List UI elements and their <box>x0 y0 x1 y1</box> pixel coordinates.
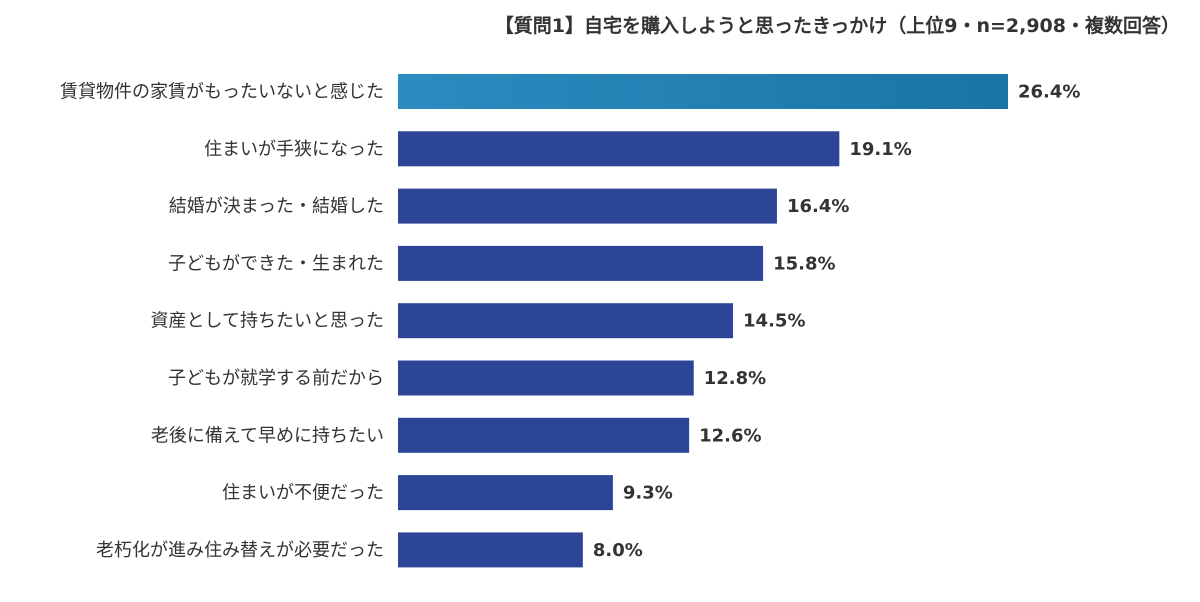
category-label: 資産として持ちたいと思った <box>151 311 384 332</box>
category-label: 結婚が決まった・結婚した <box>169 196 384 217</box>
value-label: 15.8% <box>773 253 835 274</box>
bar <box>398 74 1008 109</box>
value-label: 12.8% <box>704 368 766 389</box>
bars-group: 賃貸物件の家賃がもったいないと感じた 26.4% 住まいが手狭になった 19.1% 結婚… <box>60 74 1080 568</box>
value-label: 8.0% <box>593 540 643 561</box>
value-label: 26.4% <box>1018 82 1080 103</box>
category-label: 住まいが不便だった <box>222 483 384 504</box>
bar <box>398 303 734 339</box>
value-label: 19.1% <box>849 139 911 160</box>
category-label: 老朽化が進み住み替えが必要だった <box>96 540 384 561</box>
chart-title: 【質問1】自宅を購入しようと思ったきっかけ（上位9・n=2,908・複数回答） <box>495 14 1180 37</box>
bar <box>398 245 764 281</box>
category-label: 子どもができた・生まれた <box>168 253 384 274</box>
value-label: 16.4% <box>787 196 849 217</box>
bar <box>398 188 777 224</box>
bar <box>398 131 840 167</box>
category-label: 住まいが手狭になった <box>204 139 384 160</box>
category-label: 老後に備えて早めに持ちたい <box>151 425 384 446</box>
value-label: 9.3% <box>623 483 673 504</box>
value-label: 12.6% <box>699 425 761 446</box>
bar <box>398 532 583 568</box>
bar <box>398 475 613 511</box>
category-label: 賃貸物件の家賃がもったいないと感じた <box>60 82 384 103</box>
value-label: 14.5% <box>743 311 805 332</box>
category-label: 子どもが就学する前だから <box>168 368 384 389</box>
bar <box>398 417 690 453</box>
bar <box>398 360 694 396</box>
